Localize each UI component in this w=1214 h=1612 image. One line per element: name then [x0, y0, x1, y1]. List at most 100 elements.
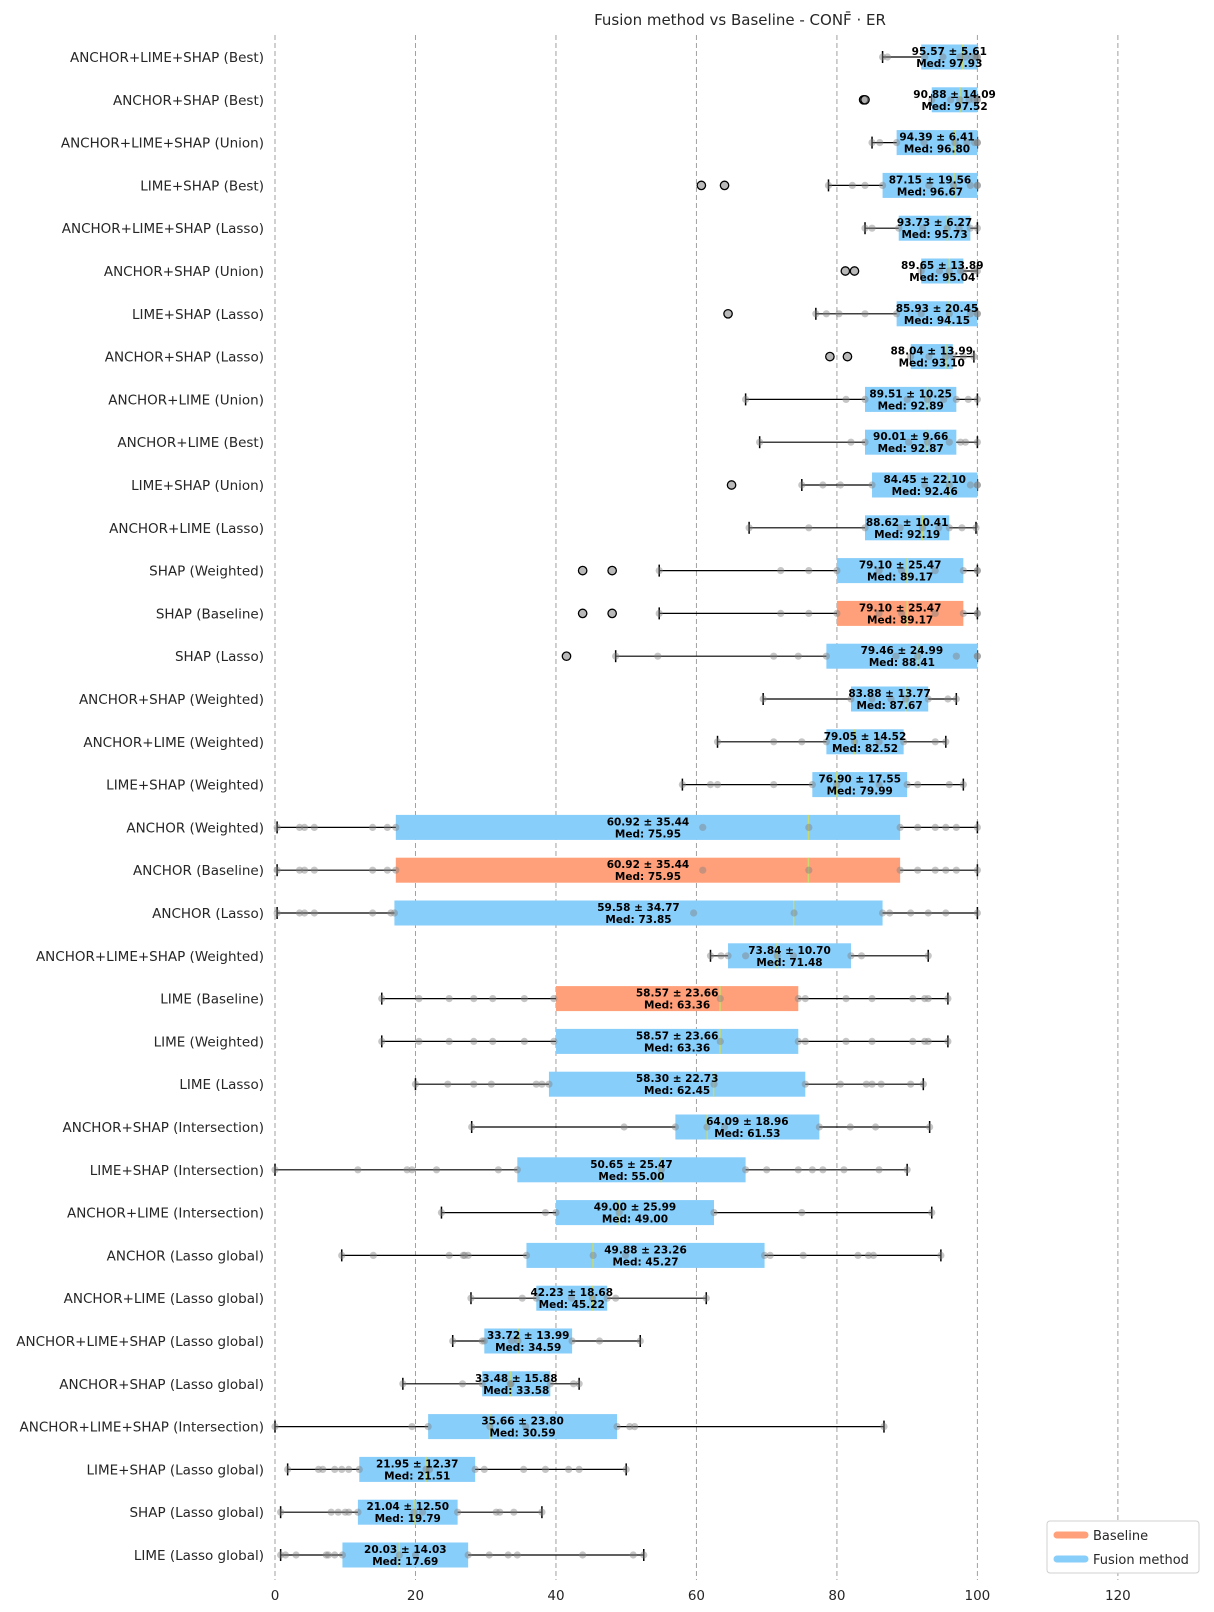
- data-point: [801, 1080, 809, 1088]
- mean-annotation: 42.23 ± 18.68: [530, 1287, 613, 1299]
- data-point: [847, 952, 855, 960]
- outlier-point: [842, 351, 853, 362]
- data-point: [273, 909, 281, 917]
- data-point: [518, 1294, 526, 1302]
- data-point: [480, 1337, 488, 1345]
- data-point: [603, 1294, 611, 1302]
- data-point: [945, 310, 953, 318]
- data-point: [507, 1380, 515, 1388]
- data-point: [973, 481, 982, 489]
- median-annotation: Med: 61.53: [714, 1128, 780, 1140]
- legend-label-fusion: Fusion method: [1093, 1553, 1189, 1568]
- median-annotation: Med: 95.73: [901, 229, 967, 241]
- data-point: [640, 1551, 648, 1559]
- data-point: [324, 1551, 332, 1559]
- data-point: [972, 524, 980, 532]
- category-label: SHAP (Lasso global): [129, 1505, 264, 1521]
- category-label: ANCHOR+LIME+SHAP (Lasso): [62, 221, 264, 237]
- data-point: [875, 781, 883, 789]
- data-point: [952, 695, 960, 703]
- data-point: [875, 567, 883, 575]
- data-point: [921, 481, 929, 489]
- data-point: [896, 823, 904, 832]
- data-point: [959, 609, 967, 618]
- data-point: [522, 1251, 531, 1259]
- category-label: LIME+SHAP (Union): [131, 478, 264, 494]
- data-point: [794, 1037, 802, 1045]
- data-point: [292, 1551, 300, 1559]
- data-point: [904, 438, 913, 446]
- box-row: ANCHOR+LIME+SHAP (Union) 94.39 ± 6.41Med:…: [61, 130, 982, 156]
- outlier-point: [607, 608, 618, 619]
- data-point: [706, 952, 715, 960]
- data-point: [875, 609, 883, 618]
- data-point: [895, 224, 903, 232]
- data-point: [777, 567, 785, 575]
- data-point: [876, 139, 884, 147]
- data-point: [970, 139, 979, 147]
- data-point: [868, 224, 876, 232]
- category-label: ANCHOR+SHAP (Intersection): [63, 1120, 264, 1136]
- category-label: LIME+SHAP (Weighted): [106, 778, 264, 794]
- data-point: [284, 1465, 292, 1473]
- outlier-point: [726, 480, 737, 490]
- category-label: LIME+SHAP (Best): [140, 178, 264, 194]
- data-point: [399, 1380, 407, 1388]
- data-point: [808, 781, 816, 789]
- outlier-point: [577, 608, 588, 619]
- mean-annotation: 87.15 ± 19.56: [889, 174, 972, 186]
- data-point: [636, 1337, 644, 1345]
- median-annotation: Med: 95.04: [909, 272, 975, 284]
- box-rows: ANCHOR+LIME+SHAP (Best) 95.57 ± 5.61Med: …: [16, 44, 996, 1568]
- median-annotation: Med: 93.10: [899, 358, 965, 370]
- outlier-point: [840, 266, 851, 276]
- box-row: ANCHOR+LIME (Intersection) 49.00 ± 25.99M…: [67, 1200, 936, 1226]
- data-point: [937, 1251, 945, 1259]
- data-point: [569, 1380, 578, 1388]
- category-label: ANCHOR+LIME+SHAP (Weighted): [36, 949, 264, 965]
- data-point: [861, 438, 869, 446]
- data-point: [410, 1508, 418, 1516]
- data-point: [966, 181, 974, 189]
- data-point: [925, 181, 933, 189]
- mean-annotation: 58.57 ± 23.66: [636, 988, 719, 1000]
- data-point: [612, 652, 620, 660]
- data-point: [917, 267, 925, 275]
- data-point: [742, 1166, 750, 1174]
- data-point: [917, 310, 925, 318]
- data-point: [471, 1465, 479, 1473]
- median-annotation: Med: 49.00: [602, 1214, 668, 1226]
- data-point: [877, 1080, 885, 1088]
- data-point: [392, 823, 400, 832]
- data-point: [273, 866, 281, 874]
- data-point: [310, 866, 318, 874]
- data-point: [914, 823, 922, 832]
- data-point: [909, 1037, 917, 1045]
- data-point: [868, 695, 876, 703]
- data-point: [567, 1294, 576, 1302]
- data-point: [760, 1251, 769, 1259]
- data-point: [840, 1166, 848, 1174]
- median-annotation: Med: 79.99: [827, 786, 893, 798]
- data-point: [579, 1551, 587, 1559]
- data-point: [945, 481, 953, 489]
- data-point: [552, 1209, 560, 1217]
- data-point: [931, 738, 939, 746]
- mean-annotation: 49.00 ± 25.99: [594, 1202, 677, 1214]
- data-point: [541, 1465, 550, 1473]
- data-point: [880, 1423, 888, 1431]
- iqr-box: [359, 1456, 476, 1482]
- mean-annotation: 85.93 ± 20.45: [896, 303, 979, 315]
- category-label: ANCHOR+LIME+SHAP (Union): [61, 136, 264, 152]
- data-point: [931, 609, 939, 618]
- median-annotation: Med: 33.58: [483, 1385, 549, 1397]
- mean-annotation: 90.01 ± 9.66: [873, 431, 948, 443]
- data-point: [766, 1251, 774, 1259]
- median-annotation: Med: 89.17: [867, 614, 933, 626]
- grid-lines: [274, 35, 1119, 1580]
- data-point: [713, 738, 722, 746]
- data-point: [354, 1166, 362, 1174]
- category-label: ANCHOR+LIME (Weighted): [83, 735, 264, 751]
- data-point: [973, 310, 982, 318]
